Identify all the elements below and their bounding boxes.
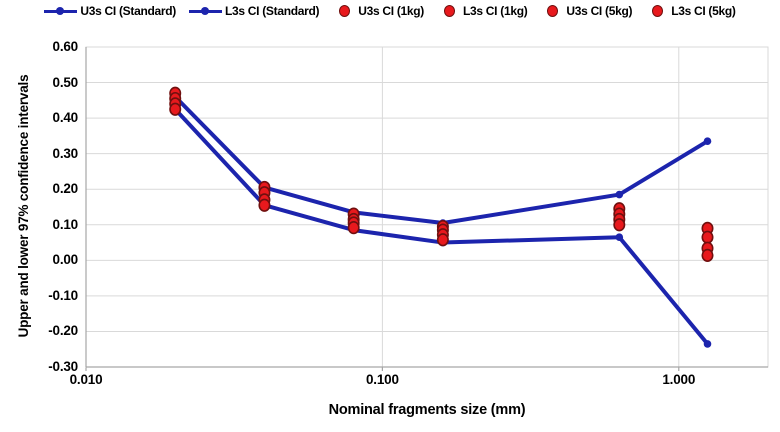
y-tick-label: 0.40 bbox=[52, 110, 79, 126]
legend-line-marker-icon bbox=[44, 6, 78, 17]
y-tick-label: 0.20 bbox=[52, 181, 79, 197]
legend-line-marker-icon bbox=[188, 6, 222, 17]
marker-l3s-ci-5kg bbox=[169, 102, 182, 116]
marker-u3s-ci-standard bbox=[615, 190, 624, 199]
marker-u3s-ci-standard bbox=[703, 137, 712, 146]
legend-label: L3s CI (1kg) bbox=[463, 4, 528, 18]
x-tick-label: 1.000 bbox=[662, 372, 696, 387]
marker-l3s-ci-5kg bbox=[701, 248, 714, 262]
marker-l3s-ci-5kg bbox=[613, 218, 626, 232]
legend-item-1: L3s CI (Standard) bbox=[188, 4, 320, 18]
series-line-l3s-ci-standard bbox=[173, 107, 710, 346]
y-tick-label: 0.30 bbox=[52, 145, 79, 161]
x-axis-title: Nominal fragments size (mm) bbox=[328, 402, 526, 418]
y-tick-label: -0.10 bbox=[48, 287, 78, 303]
legend-dot-marker-icon bbox=[547, 5, 559, 17]
y-tick-label: 0.10 bbox=[52, 216, 79, 232]
legend-dot-marker-icon bbox=[444, 5, 455, 17]
series-line-u3s-ci-standard bbox=[173, 94, 710, 225]
y-tick-label: 0.00 bbox=[52, 252, 79, 268]
legend-label: U3s CI (5kg) bbox=[566, 4, 633, 18]
legend-item-3: L3s CI (1kg) bbox=[437, 4, 528, 18]
x-tick-label: 0.010 bbox=[69, 372, 103, 387]
legend-label: L3s CI (5kg) bbox=[671, 4, 736, 18]
legend-label: U3s CI (Standard) bbox=[80, 4, 176, 18]
legend-item-5: L3s CI (5kg) bbox=[645, 4, 736, 18]
legend-dot-marker-icon bbox=[652, 5, 664, 17]
marker-l3s-ci-standard bbox=[615, 233, 624, 242]
marker-l3s-ci-5kg bbox=[436, 233, 449, 247]
legend-item-0: U3s CI (Standard) bbox=[44, 4, 176, 18]
y-tick-label: 0.60 bbox=[52, 39, 79, 54]
y-tick-label: -0.20 bbox=[48, 323, 78, 339]
legend-label: U3s CI (1kg) bbox=[358, 4, 424, 18]
y-tick-label: 0.50 bbox=[52, 74, 79, 90]
legend-item-2: U3s CI (1kg) bbox=[332, 4, 424, 18]
legend-dot-marker-icon bbox=[339, 5, 351, 17]
marker-l3s-ci-1kg bbox=[701, 230, 714, 244]
plot-border bbox=[85, 46, 769, 368]
x-tick-label: 0.100 bbox=[365, 372, 399, 387]
chart-legend: U3s CI (Standard) L3s CI (Standard) U3s CI… bbox=[0, 4, 780, 18]
marker-l3s-ci-standard bbox=[703, 340, 712, 348]
legend-label: L3s CI (Standard) bbox=[224, 4, 320, 18]
marker-l3s-ci-5kg bbox=[347, 221, 360, 235]
y-tick-label: -0.30 bbox=[48, 359, 78, 374]
marker-l3s-ci-5kg bbox=[258, 198, 271, 212]
legend-item-4: U3s CI (5kg) bbox=[540, 4, 632, 18]
